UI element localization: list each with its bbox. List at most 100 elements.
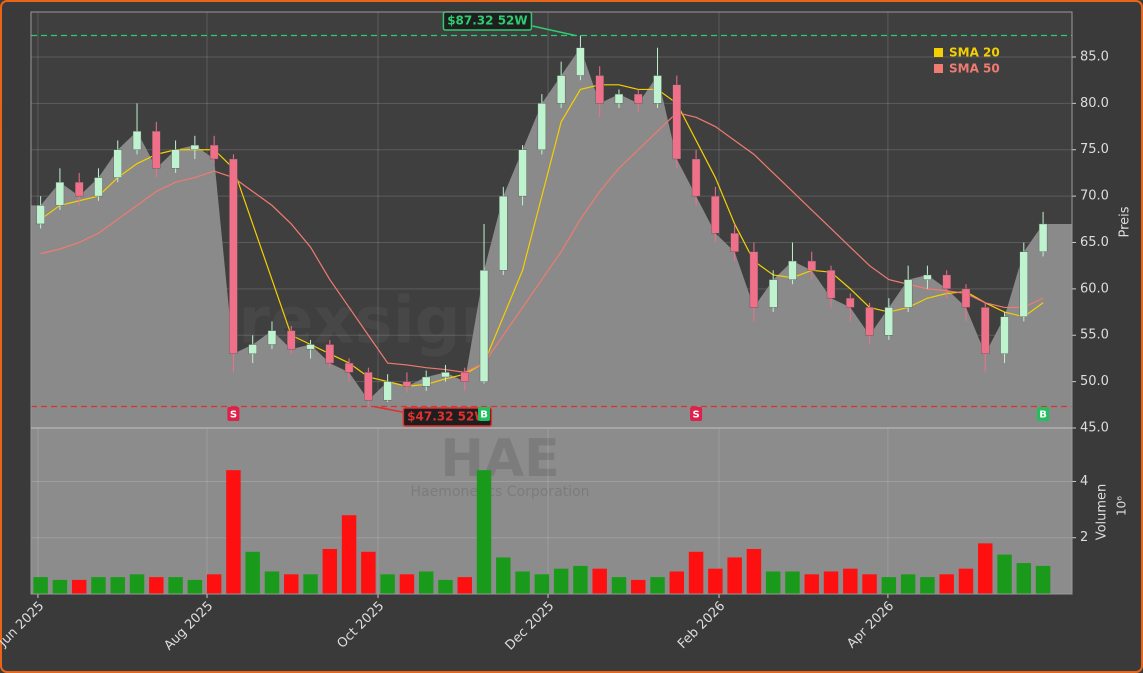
volume-bar — [939, 574, 954, 594]
candle-body — [74, 182, 84, 197]
volume-bar — [631, 579, 646, 594]
watermark-company: Haemonetics Corporation — [411, 484, 590, 500]
candle-body — [749, 251, 759, 308]
signal-box — [227, 407, 240, 421]
volume-bar — [900, 574, 916, 594]
y-axis-label: Preis — [1118, 206, 1133, 237]
volume-bar — [245, 551, 260, 594]
signal-label: B — [1039, 410, 1047, 421]
candle-body — [556, 75, 566, 104]
candle-body — [209, 144, 219, 160]
volume-bar — [496, 557, 511, 594]
candle-body — [36, 205, 45, 225]
signal-label: B — [480, 410, 488, 421]
y-tick-label: 70.0 — [1080, 189, 1109, 204]
volume-bar — [110, 577, 125, 594]
candle-body — [595, 75, 604, 104]
volume-bar — [1016, 563, 1032, 594]
candle-body — [460, 372, 469, 382]
panel-border — [30, 11, 1073, 595]
volume-bar — [418, 571, 434, 594]
sma-line — [40, 111, 1044, 373]
annotation-arrow — [373, 405, 403, 413]
legend-label: SMA 20 — [949, 46, 1000, 60]
volume-bar — [129, 574, 145, 594]
annotation-arrow — [532, 25, 576, 37]
candle-body — [576, 47, 585, 76]
candle-body — [942, 274, 951, 290]
volume-bar — [1035, 565, 1051, 594]
volume-bar — [361, 551, 376, 594]
y-axis-label: Volumen — [1095, 484, 1110, 541]
volume-bar — [149, 577, 164, 594]
candle-body — [1038, 223, 1048, 252]
volume-bar — [804, 574, 819, 594]
volume-bar — [688, 551, 704, 594]
candle-body — [865, 307, 874, 336]
signal-box — [1037, 407, 1050, 421]
candle-body — [614, 93, 624, 104]
candle-body — [846, 297, 855, 308]
volume-bar — [33, 577, 48, 594]
candle-body — [903, 279, 913, 308]
candle-body — [306, 344, 315, 350]
watermark-symbol: HAE — [440, 429, 559, 489]
y-tick-label: 65.0 — [1080, 235, 1109, 250]
candle-body — [421, 376, 431, 387]
y-tick-label: 80.0 — [1080, 96, 1109, 111]
candle-body — [518, 149, 527, 197]
sma-line — [40, 84, 1044, 387]
volume-bar — [476, 470, 492, 594]
candle-body — [923, 274, 932, 280]
candle-body — [788, 260, 797, 280]
candle-body — [441, 372, 450, 378]
candle-body — [884, 307, 894, 336]
volume-bar — [52, 579, 68, 594]
volume-bar — [71, 579, 87, 594]
volume-bar — [457, 577, 472, 594]
volume-bar — [438, 579, 453, 594]
volume-bar — [187, 579, 203, 594]
annotation-label: $47.32 52W — [407, 410, 487, 424]
candle-body — [383, 381, 392, 401]
candle-body — [94, 177, 103, 197]
volume-bar — [341, 515, 357, 594]
candle-body — [691, 158, 701, 197]
volume-bar — [785, 571, 800, 594]
volume-bar — [206, 574, 222, 594]
volume-bar — [284, 574, 299, 594]
volume-bar — [823, 571, 839, 594]
y-tick-label: 85.0 — [1080, 49, 1109, 64]
candle-body — [132, 130, 142, 150]
candle-body — [248, 344, 257, 354]
candle-body — [768, 279, 778, 308]
y-tick-label: 2 — [1080, 530, 1088, 545]
volume-bar — [881, 577, 897, 594]
volume-bar — [592, 568, 607, 594]
candle-body — [499, 195, 508, 271]
volume-bar — [727, 557, 742, 594]
candle-body — [402, 381, 412, 387]
legend-swatch — [934, 64, 943, 73]
volume-bar — [611, 577, 627, 594]
y-tick-label: 4 — [1080, 474, 1088, 489]
legend-swatch — [934, 48, 943, 57]
signal-label: S — [692, 410, 699, 421]
annotation-box — [402, 407, 493, 427]
volume-bar — [765, 571, 781, 594]
candle-body — [479, 270, 489, 382]
signal-box — [478, 407, 491, 421]
candle-body — [730, 233, 739, 252]
y-tick-label: 60.0 — [1080, 281, 1109, 296]
volume-bar — [534, 574, 550, 594]
candle-body — [364, 372, 373, 401]
volume-bar — [669, 571, 685, 594]
y-tick-label: 55.0 — [1080, 328, 1109, 343]
candle-body — [653, 75, 662, 104]
volume-bar — [303, 574, 318, 594]
candle-body — [344, 362, 354, 373]
volume-bar — [226, 470, 241, 594]
volume-bar — [322, 548, 338, 594]
volume-bar — [862, 574, 877, 594]
